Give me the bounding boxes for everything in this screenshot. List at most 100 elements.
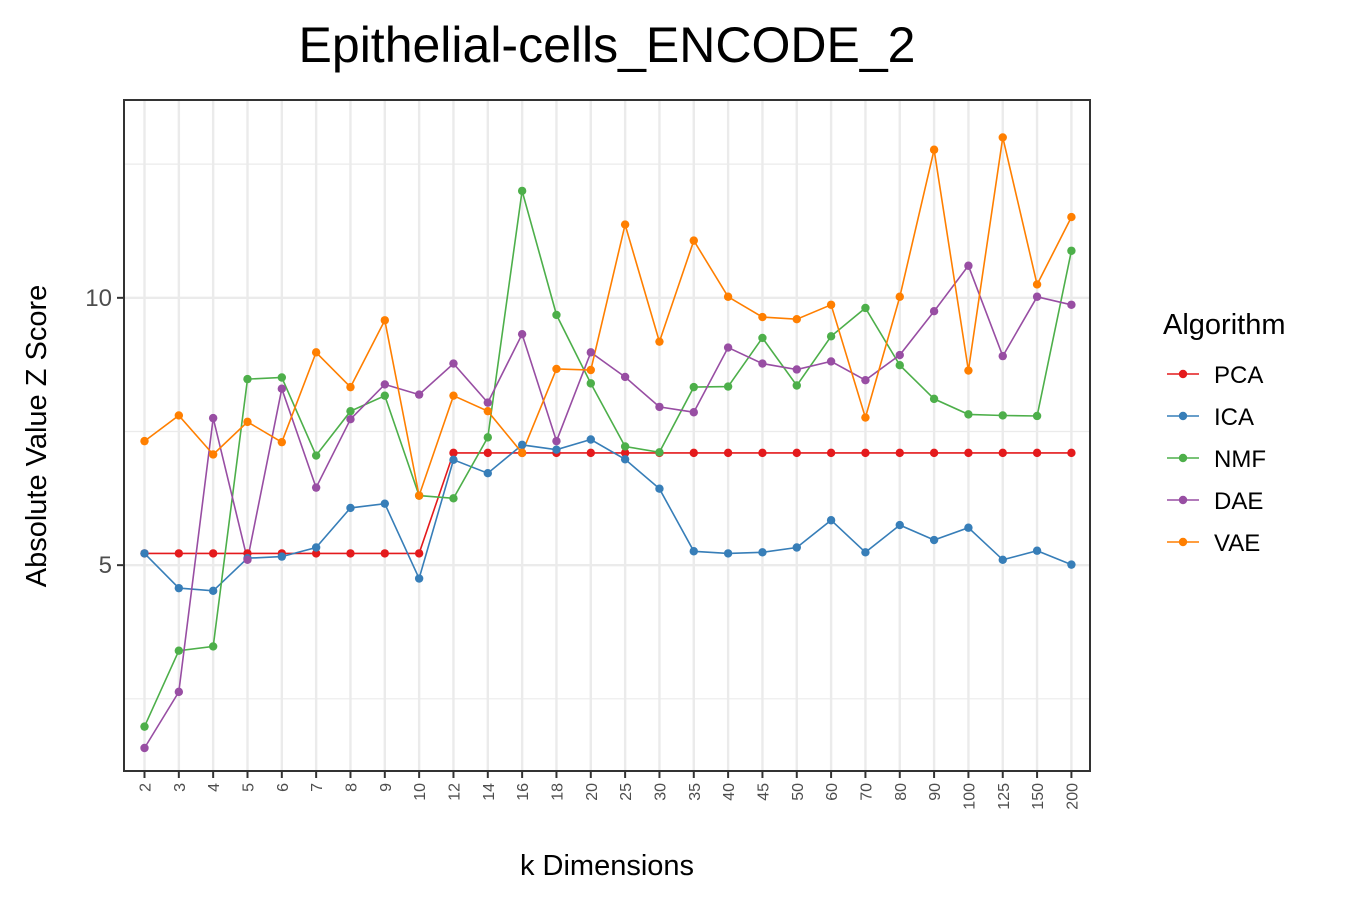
x-tick-label: 4 — [206, 783, 223, 792]
data-point-dae — [826, 357, 836, 366]
legend-label-vae: VAE — [1214, 530, 1260, 557]
data-point-ica — [758, 548, 767, 557]
data-point-dae — [517, 329, 527, 339]
data-point-vae — [414, 491, 424, 500]
data-point-ica — [208, 586, 218, 596]
x-tick-label: 35 — [687, 783, 704, 801]
legend-label-dae: DAE — [1214, 488, 1263, 515]
data-point-dae — [277, 384, 287, 393]
data-point-vae — [449, 391, 458, 400]
data-point-nmf — [964, 410, 973, 419]
data-point-vae — [380, 316, 390, 325]
x-tick-label: 30 — [652, 783, 669, 801]
x-tick-label: 40 — [721, 783, 738, 801]
data-point-pca — [174, 549, 184, 558]
data-point-pca — [998, 448, 1007, 458]
data-point-nmf — [243, 374, 252, 384]
x-tick-label: 18 — [549, 783, 566, 801]
data-point-nmf — [861, 303, 870, 313]
data-point-pca — [792, 448, 801, 458]
data-point-dae — [964, 261, 973, 270]
data-point-pca — [208, 549, 218, 558]
y-axis-title: Absolute Value Z Score — [21, 285, 53, 588]
plot-panel-border — [123, 99, 1091, 772]
x-tick-label: 50 — [790, 783, 807, 801]
legend-key-point-pca — [1178, 369, 1188, 379]
x-tick-label: 8 — [343, 783, 360, 792]
data-point-dae — [414, 390, 424, 399]
data-point-pca — [449, 448, 458, 458]
legend-label-ica: ICA — [1214, 404, 1254, 431]
data-point-dae — [929, 306, 939, 316]
x-tick-label: 6 — [275, 783, 292, 792]
data-point-vae — [792, 315, 801, 324]
x-tick-label: 150 — [1030, 783, 1047, 810]
data-point-dae — [758, 359, 767, 368]
data-point-ica — [1032, 546, 1042, 555]
data-point-dae — [449, 359, 458, 368]
data-point-dae — [208, 413, 218, 423]
data-point-pca — [723, 448, 733, 458]
data-point-nmf — [586, 379, 595, 388]
data-point-dae — [380, 380, 390, 389]
data-point-nmf — [311, 451, 321, 460]
series-line-ica — [143, 438, 1072, 592]
x-tick-label: 90 — [927, 783, 944, 801]
data-point-pca — [586, 448, 595, 458]
x-tick-label: 200 — [1064, 783, 1081, 810]
series-line-nmf — [143, 190, 1073, 727]
data-point-ica — [964, 523, 973, 532]
y-tick-label: 5 — [99, 552, 112, 579]
data-point-nmf — [792, 381, 801, 390]
x-tick-label: 20 — [584, 783, 601, 801]
data-point-ica — [895, 520, 904, 530]
data-point-nmf — [208, 642, 218, 651]
x-tick-label: 7 — [309, 783, 326, 792]
x-tick-label: 5 — [240, 783, 257, 792]
x-tick-label: 25 — [618, 783, 635, 801]
data-point-vae — [655, 337, 664, 346]
data-point-nmf — [895, 360, 904, 370]
data-point-pca — [861, 448, 870, 458]
data-point-pca — [895, 448, 904, 458]
legend-key-point-nmf — [1178, 453, 1188, 463]
data-point-pca — [689, 448, 698, 458]
data-point-dae — [1032, 292, 1042, 301]
legend-key-point-dae — [1178, 495, 1188, 505]
data-point-dae — [792, 365, 801, 374]
series-line-vae — [144, 137, 1073, 499]
data-point-dae — [586, 348, 595, 357]
x-tick-label: 2 — [138, 783, 155, 792]
data-point-pca — [929, 448, 939, 458]
x-tick-label: 3 — [172, 783, 189, 792]
data-point-ica — [552, 445, 561, 454]
data-point-dae — [140, 743, 149, 753]
series-line-dae — [143, 264, 1072, 749]
y-tick-label: 10 — [85, 285, 112, 312]
data-point-ica — [140, 549, 149, 558]
data-point-pca — [483, 448, 492, 458]
data-point-vae — [243, 417, 252, 427]
data-point-pca — [414, 549, 424, 558]
data-point-ica — [380, 499, 390, 508]
data-point-dae — [174, 687, 184, 697]
data-point-ica — [655, 484, 664, 493]
data-point-nmf — [723, 382, 733, 391]
data-point-vae — [586, 365, 595, 375]
series-lines — [143, 137, 1073, 749]
y-axis: 5 10 — [85, 285, 124, 579]
data-point-ica — [311, 543, 321, 552]
data-point-vae — [277, 437, 287, 447]
legend: Algorithm PCA ICA NMF DAE VAE — [1163, 309, 1286, 557]
data-point-pca — [1067, 448, 1076, 458]
data-point-vae — [929, 145, 939, 154]
data-point-dae — [483, 398, 492, 407]
data-point-dae — [655, 402, 664, 412]
data-point-nmf — [998, 411, 1007, 420]
data-point-ica — [517, 440, 527, 450]
legend-label-nmf: NMF — [1214, 446, 1266, 473]
data-point-nmf — [380, 391, 390, 400]
data-point-nmf — [689, 382, 698, 392]
data-point-ica — [414, 574, 424, 583]
data-point-vae — [346, 382, 355, 392]
